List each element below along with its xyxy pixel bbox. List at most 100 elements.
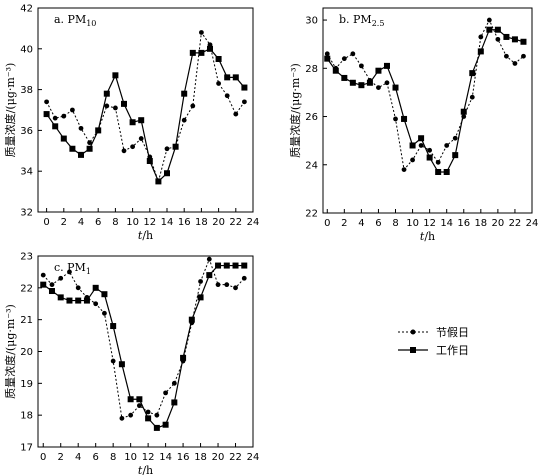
pm25-workday-point (375, 67, 382, 74)
pm1-holiday-point (119, 415, 125, 421)
pm10-panel-title-sub: 10 (86, 19, 96, 28)
pm1-xtick-label: 12 (142, 452, 155, 463)
pm25-holiday-series-line (326, 18, 524, 171)
pm10-ytick-label: 42 (20, 4, 33, 15)
pm10-holiday-point (224, 93, 230, 99)
pm1-xtick-label: 0 (40, 452, 46, 463)
pm10-ytick-label: 40 (20, 44, 33, 55)
pm25-ytick-label: 28 (305, 64, 318, 75)
pm25-holiday-point (384, 80, 390, 86)
pm1-workday-point (83, 297, 90, 304)
pm10-holiday-point (216, 81, 222, 86)
pm1-workday-point (241, 262, 248, 269)
pm10-workday-point (189, 49, 196, 56)
pm1-holiday-point (75, 285, 81, 291)
pm25-panel-title-sub: 2.5 (372, 19, 385, 28)
pm25-xtick-label: 10 (406, 218, 419, 229)
pm1-holiday-point (154, 412, 160, 418)
pm10-holiday-point (87, 140, 92, 146)
pm10-workday-series-line (46, 48, 245, 183)
pm10-xtick-label: 2 (61, 217, 67, 228)
pm10-workday-point (241, 84, 248, 91)
pm1-workday-point (92, 284, 99, 291)
pm25-workday-point (383, 62, 390, 69)
pm1-xtick-label: 22 (229, 452, 242, 463)
pm10-panel-title: a. PM10 (54, 13, 96, 28)
pm1-workday-point (127, 396, 134, 403)
pm10-workday-point (78, 151, 84, 158)
pm25-holiday-point (444, 143, 450, 148)
legend-holiday-label: 节假日 (436, 325, 469, 339)
pm1-workday-point (232, 262, 239, 269)
pm1-workday-point (118, 361, 125, 368)
pm25-holiday-point (401, 167, 407, 172)
pm25-holiday-point (512, 61, 518, 66)
pm1-holiday-point (224, 282, 230, 288)
pm25-xtick-label: 4 (358, 218, 364, 229)
pm10-xtick-label: 6 (95, 217, 101, 228)
pm1-xtick-label: 4 (75, 452, 81, 463)
pm1-holiday-point (67, 269, 72, 275)
pm1-xtick-label: 6 (92, 452, 98, 463)
pm1-xtick-label: 14 (159, 452, 172, 463)
pm25-xtick-label: 22 (509, 218, 522, 229)
pm25-holiday-point (469, 94, 475, 100)
pm1-holiday-point (198, 279, 203, 284)
pm1-holiday-point (49, 282, 55, 288)
pm1-ytick-label: 20 (20, 347, 33, 358)
pm25-holiday-point (521, 53, 526, 59)
pm25-panel-title: b. PM2.5 (339, 13, 384, 28)
pm1-workday-point (40, 281, 47, 288)
pm25-holiday-point (324, 51, 330, 57)
pm1-ytick-label: 19 (20, 379, 33, 390)
pm25-y-axis-label: 质量浓度/(μg·m⁻³) (288, 63, 302, 158)
pm1-workday-series-line (42, 264, 245, 429)
pm1-holiday-point (233, 285, 238, 291)
pm1-holiday-point (145, 409, 151, 415)
pm1-workday-point (110, 323, 117, 330)
pm25-x-axis-label: t/h (420, 230, 435, 243)
pm25-xtick-label: 0 (324, 218, 330, 229)
pm10-holiday-point (242, 99, 247, 105)
pm10-holiday-point (52, 115, 58, 121)
pm10-workday-point (138, 117, 145, 124)
pm1-workday-point (197, 294, 204, 301)
chart-panel-pm25: 0 2 4 6 8 10 12 14 16 18 20 22 242224262830t/h质量浓度/(… (288, 7, 538, 243)
pm25-xtick-label: 20 (492, 218, 505, 229)
pm1-xtick-label: 24 (247, 452, 260, 463)
pm10-xtick-label: 24 (247, 217, 260, 228)
pm1-x-axis-label-var: t (138, 464, 143, 475)
pm25-xtick-label: 16 (457, 218, 470, 229)
pm10-holiday-point (233, 111, 239, 117)
pm10-workday-point (43, 111, 50, 118)
pm10-holiday-point (104, 103, 110, 109)
pm10-ytick-label: 38 (20, 85, 33, 96)
legend-workday-marker (410, 347, 416, 353)
pm10-workday-point (69, 145, 76, 152)
pm1-holiday-point (110, 358, 116, 364)
pm25-workday-point (426, 154, 433, 161)
pm1-xtick-label: 20 (212, 452, 225, 463)
pm1-ytick-label: 18 (20, 411, 33, 422)
legend-workday-label: 工作日 (436, 344, 469, 357)
pm25-workday-point (443, 169, 450, 175)
pm25-workday-point (460, 108, 467, 115)
pm10-ytick-label: 34 (20, 167, 33, 178)
pm1-holiday-point (93, 301, 99, 307)
pm1-holiday-point (171, 380, 177, 386)
pm25-holiday-point (410, 157, 415, 163)
pm10-y-axis-label: 质量浓度/(μg·m⁻³) (3, 63, 17, 158)
pm25-workday-point (358, 82, 365, 89)
pm10-workday-point (129, 119, 136, 126)
pm10-workday-point (198, 49, 205, 56)
pm25-x-axis-label-var: t (420, 230, 425, 243)
pm25-panel-title-main: b. PM (339, 13, 372, 26)
pm1-ytick-label: 22 (20, 283, 33, 294)
pm25-workday-point (486, 26, 493, 33)
pm10-xtick-label: 20 (212, 217, 225, 228)
pm10-workday-point (146, 158, 153, 164)
pm25-workday-point (349, 79, 356, 86)
pm25-x-axis-label-unit: /h (424, 230, 435, 243)
pm25-holiday-point (495, 36, 501, 42)
